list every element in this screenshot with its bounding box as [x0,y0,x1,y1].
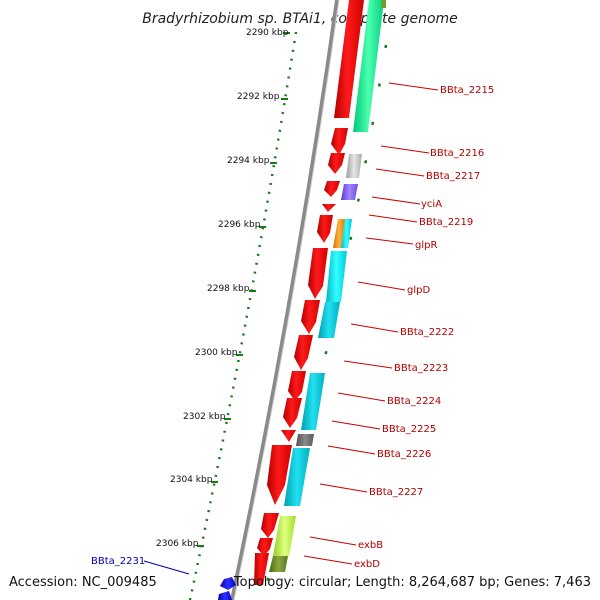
cds-feature [283,398,302,428]
cds-feature [317,215,333,243]
cog-feature [346,154,362,178]
gene-label[interactable]: glpD [407,285,430,296]
gene-label[interactable]: BBta_2223 [394,363,448,374]
cog-track [269,0,386,572]
gene-label[interactable]: exbD [354,559,380,570]
gene-label[interactable]: BBta_2216 [430,148,484,159]
cog-feature [353,0,384,132]
gene-label[interactable]: BBta_2222 [400,327,454,338]
cog-feature [273,516,296,556]
left-gene-label[interactable]: BBta_2231 [91,556,145,567]
gene-label[interactable]: BBta_2217 [426,171,480,182]
ruler-label: 2304 kbp [170,475,213,485]
ruler-label: 2302 kbp [183,412,226,422]
cog-feature [301,373,325,430]
cds-feature [324,181,340,197]
gene-label[interactable]: BBta_2215 [440,85,494,96]
cog-feature [341,184,358,200]
gene-label[interactable]: glpR [415,240,437,251]
gene-label[interactable]: BBta_2225 [382,424,436,435]
cds-feature [308,248,328,299]
accession-text: Accession: NC_009485 [9,575,157,590]
cds-feature [328,153,345,174]
gene-label[interactable]: exbB [358,540,383,551]
cds-feature [254,553,269,585]
gene-label[interactable]: BBta_2224 [387,396,441,407]
ruler-label: 2292 kbp [237,92,280,102]
cds-feature [331,128,348,155]
cds-feature [267,445,292,505]
cds-feature [322,204,336,212]
gene-label[interactable]: BBta_2219 [419,217,473,228]
left-label-leader [143,560,190,575]
cds-feature [301,300,320,334]
cds-track [254,0,364,585]
left-gene-feature [220,577,236,590]
map-title: Bradyrhizobium sp. BTAi1, complete genom… [142,11,458,27]
gene-label[interactable]: yciA [421,199,442,210]
gene-labels: BBta_2215 BBta_2216 BBta_2217 yciA BBta_… [354,85,494,570]
inner-track [260,44,388,600]
left-gene-feature [218,591,232,600]
ruler-label: 2294 kbp [227,156,270,166]
ruler-label: 2296 kbp [218,220,261,230]
cds-feature [294,335,313,370]
gene-label[interactable]: BBta_2226 [377,449,431,460]
ruler-label: 2306 kbp [156,539,199,549]
topology-text: Topology: circular; Length: 8,264,687 bp… [233,575,591,590]
cog-feature [326,251,347,302]
ruler-label: 2298 kbp [207,284,250,294]
cds-feature [281,430,296,442]
cog-feature [284,448,310,506]
genome-backbone [230,0,339,600]
cog-feature [381,0,386,8]
genome-backbone-highlight [233,0,340,600]
cds-feature [261,513,279,538]
ruler-label: 2290 kbp [246,28,289,38]
ruler-track [188,31,298,600]
ruler-ticks [197,32,290,547]
cds-feature [257,538,273,556]
cds-feature [334,0,364,118]
ruler-label: 2300 kbp [195,348,238,358]
ruler-labels: 2290 kbp 2292 kbp 2294 kbp 2296 kbp 2298… [156,28,289,549]
cog-feature [296,434,314,446]
cog-feature [269,556,288,572]
gene-label[interactable]: BBta_2227 [369,487,423,498]
label-leaders [303,82,439,565]
cog-feature [318,302,340,338]
cds-feature [288,371,306,401]
cog-feature [341,219,352,248]
